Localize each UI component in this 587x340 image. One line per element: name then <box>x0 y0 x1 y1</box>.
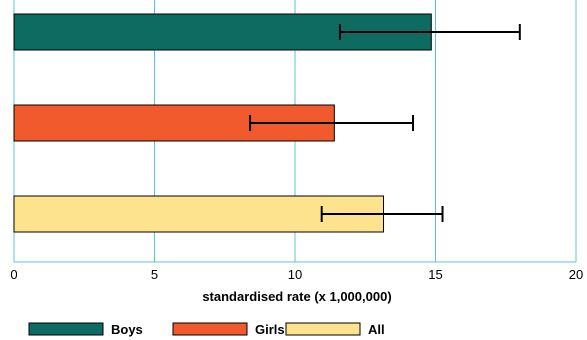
legend-swatch-girls <box>172 322 248 336</box>
legend-swatch-all <box>285 322 361 336</box>
x-axis-title: standardised rate (x 1,000,000) <box>202 289 391 304</box>
legend-swatch-boys <box>28 322 104 336</box>
x-tick-label-4: 20 <box>569 267 583 282</box>
legend: Boys Girls All <box>28 322 385 337</box>
error-layer <box>249 24 521 222</box>
legend-label-all: All <box>368 322 385 337</box>
legend-label-boys: Boys <box>111 322 143 337</box>
x-tick-label-1: 5 <box>151 267 158 282</box>
legend-label-girls: Girls <box>255 322 285 337</box>
x-tick-label-3: 15 <box>428 267 442 282</box>
axis-layer: 0 5 10 15 20 <box>10 261 583 282</box>
bar-layer <box>13 13 432 233</box>
x-tick-label-2: 10 <box>288 267 302 282</box>
x-tick-label-0: 0 <box>10 267 17 282</box>
